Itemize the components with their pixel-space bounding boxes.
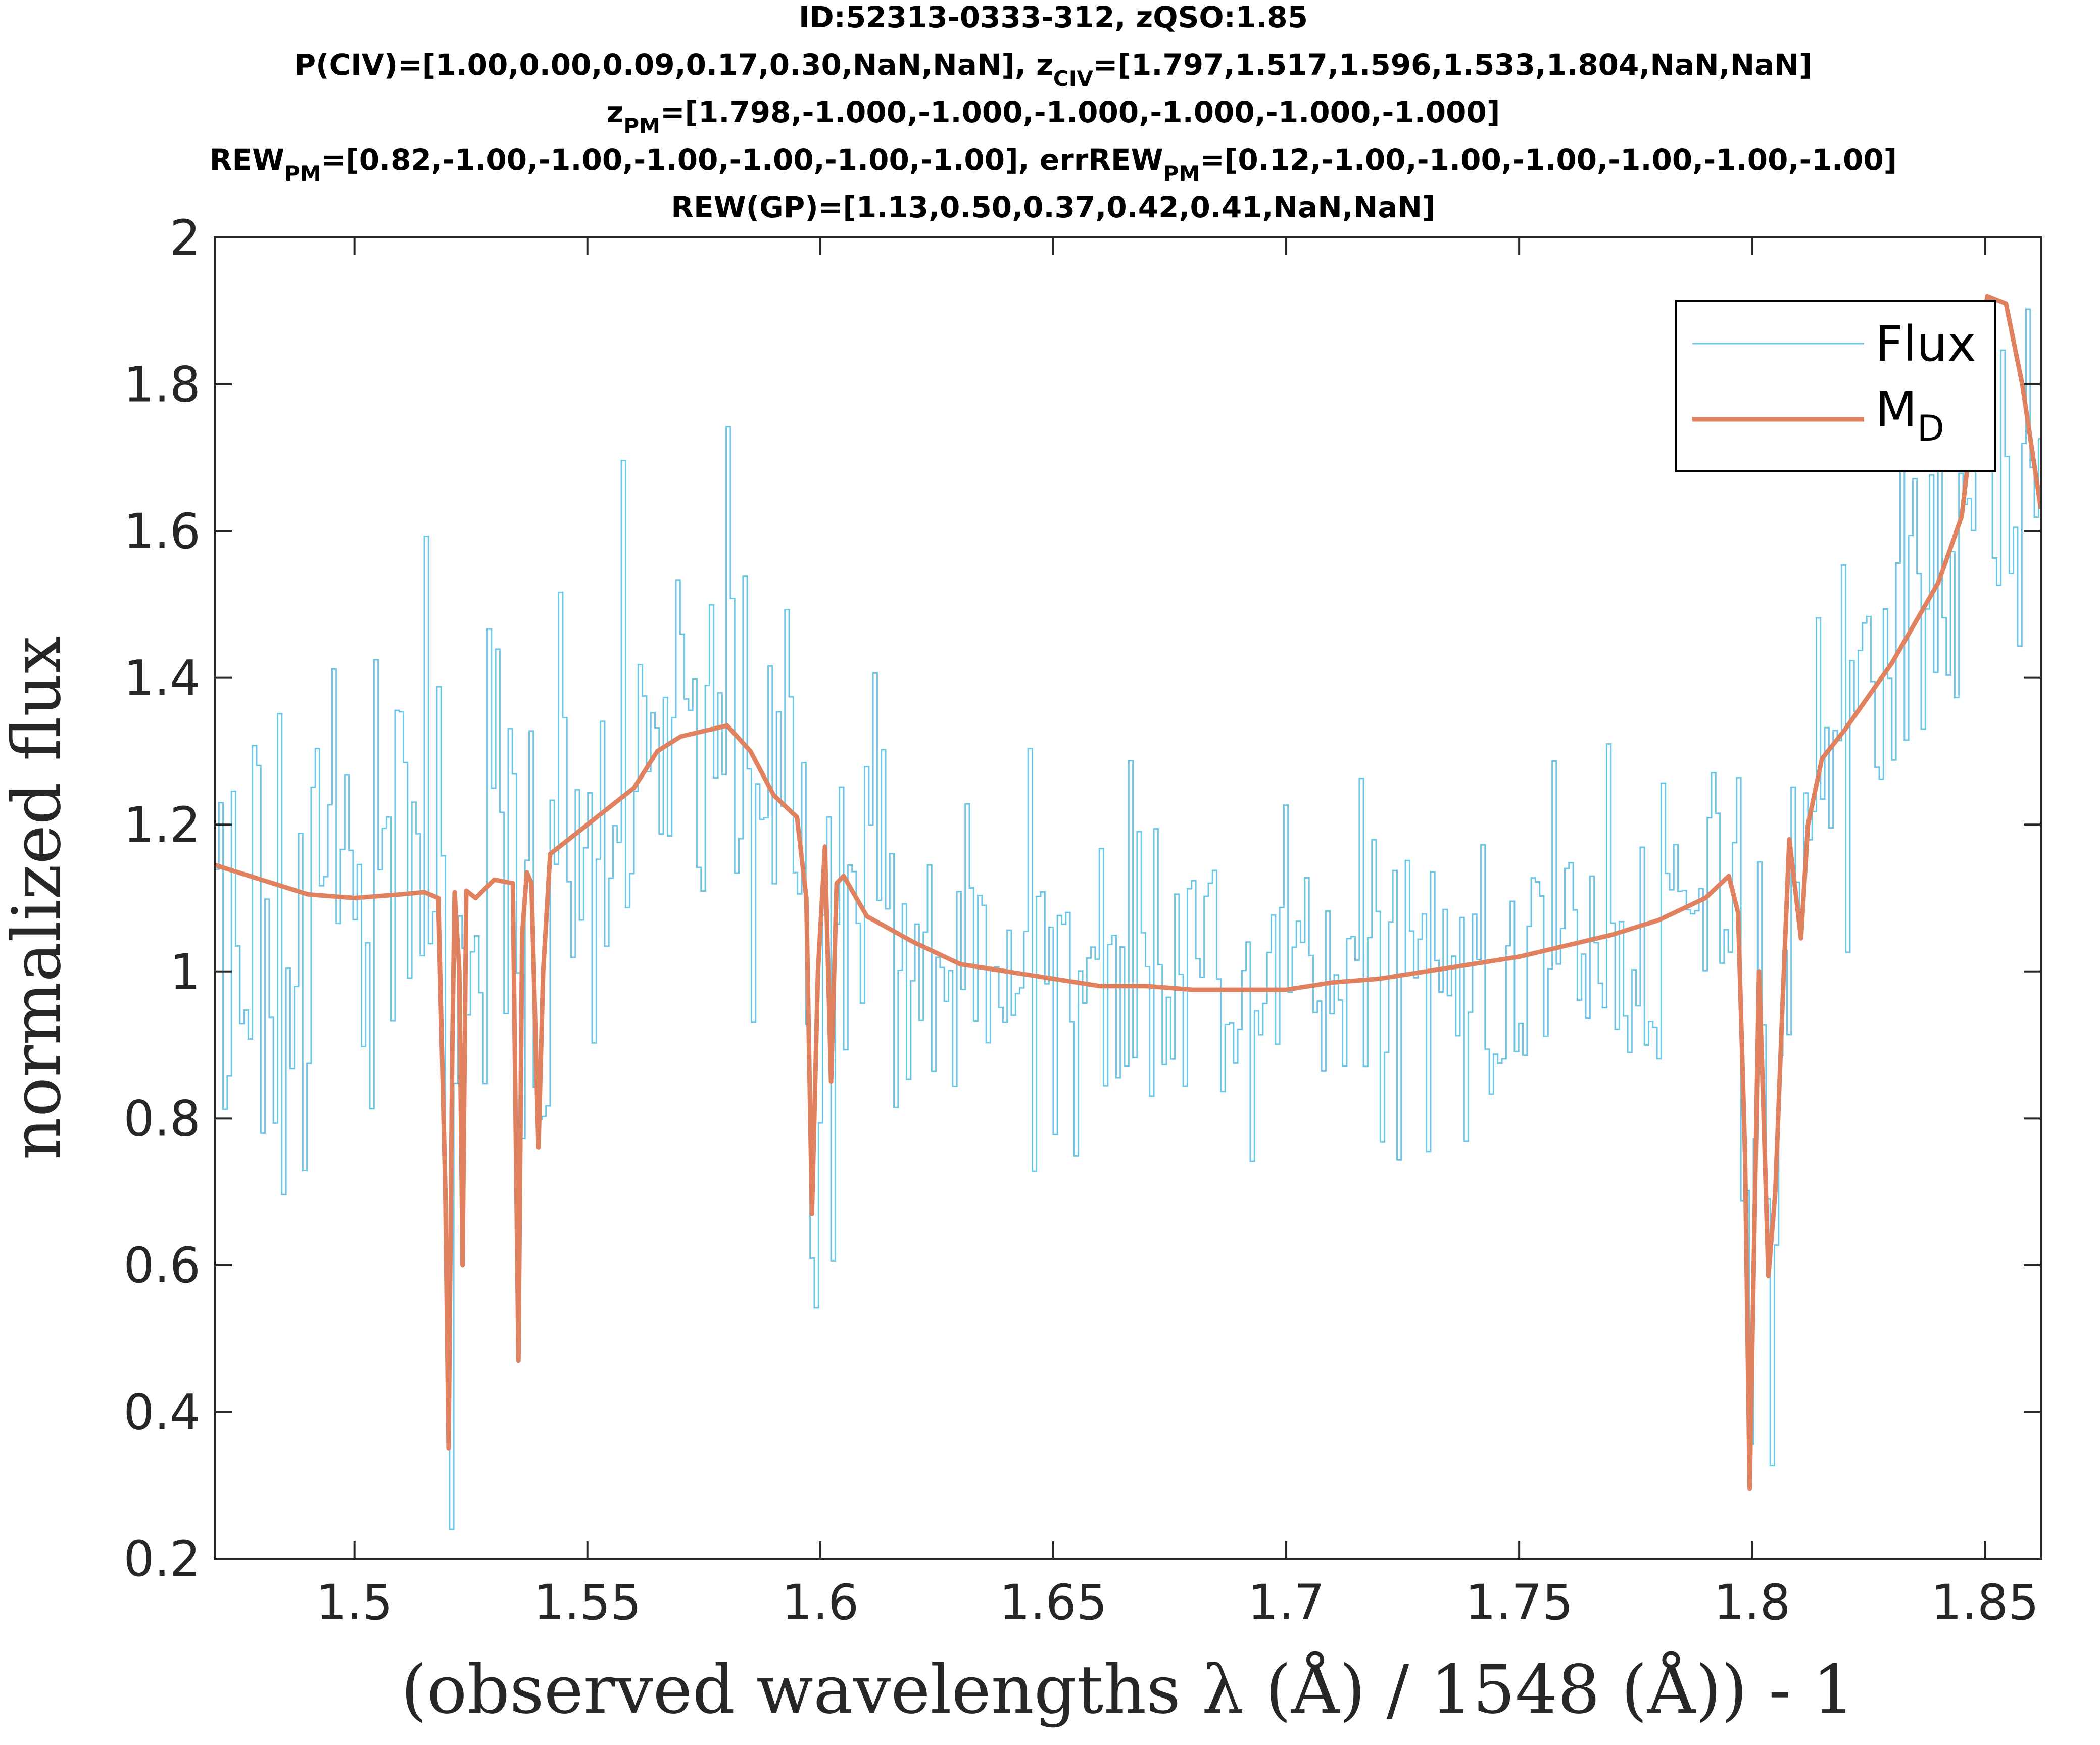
x-axis-label: (observed wavelengths λ (Å) / 1548 (Å)) …: [401, 1650, 1854, 1729]
chart-title: ID:52313-0333-312, zQSO:1.85 P(CIV)=[1.00…: [210, 0, 1897, 224]
y-tick-label: 1.8: [123, 357, 201, 413]
y-tick-label: 1.6: [123, 503, 201, 560]
title-line-1-part-1: ID:52313-0333-312, zQSO:1.85: [799, 0, 1308, 34]
x-tick-label: 1.7: [1248, 1574, 1325, 1631]
series-model-line: [215, 294, 2041, 1491]
title-line-5: REW(GP)=[1.13,0.50,0.37,0.42,0.41,NaN,Na…: [671, 190, 1435, 224]
axes-box: [214, 236, 2042, 1560]
y-tick-label: 0.2: [123, 1531, 201, 1587]
title-line-5-part-1: REW(GP)=[1.13,0.50,0.37,0.42,0.41,NaN,Na…: [671, 190, 1435, 224]
y-tick-label: 1: [170, 944, 201, 1000]
x-tick-label: 1.65: [999, 1574, 1107, 1631]
title-line-1: ID:52313-0333-312, zQSO:1.85: [799, 0, 1308, 34]
title-line-2-part-1: P(CIV)=[1.00,0.00,0.09,0.17,0.30,NaN,NaN…: [295, 47, 1053, 82]
title-line-3: zPM=[1.798,-1.000,-1.000,-1.000,-1.000,-…: [607, 95, 1500, 138]
title-line-4-part-4: PM: [1163, 161, 1200, 186]
y-tick-label: 0.4: [123, 1384, 201, 1440]
legend-label-flux: Flux: [1875, 316, 1976, 372]
title-line-3-part-3: =[1.798,-1.000,-1.000,-1.000,-1.000,-1.0…: [660, 95, 1500, 129]
y-axis-ticks: 0.2 0.4 0.6 0.8 1 1.2 1.4 1.6 1.8 2: [123, 210, 2041, 1587]
legend-label-model: MD: [1875, 381, 1944, 449]
title-line-4-part-1: REW: [210, 142, 284, 177]
title-line-4-part-3: =[0.82,-1.00,-1.00,-1.00,-1.00,-1.00,-1.…: [321, 142, 1163, 177]
legend: Flux MD: [1675, 300, 1996, 472]
title-line-2: P(CIV)=[1.00,0.00,0.09,0.17,0.30,NaN,NaN…: [295, 47, 1813, 91]
series-flux-line: [215, 308, 2041, 1530]
title-line-2-part-2: CIV: [1053, 66, 1093, 91]
x-tick-label: 1.5: [316, 1574, 393, 1631]
x-tick-label: 1.8: [1714, 1574, 1791, 1631]
legend-model-main: M: [1875, 381, 1917, 438]
title-line-3-part-1: z: [607, 95, 624, 129]
y-tick-label: 1.2: [123, 797, 201, 853]
y-tick-label: 2: [170, 210, 201, 266]
y-tick-label: 1.4: [123, 650, 201, 707]
x-tick-label: 1.55: [533, 1574, 642, 1631]
title-line-2-part-3: =[1.797,1.517,1.596,1.533,1.804,NaN,NaN]: [1093, 47, 1813, 82]
y-tick-label: 0.8: [123, 1090, 201, 1147]
plot-area: [215, 294, 2041, 1530]
title-line-3-part-2: PM: [623, 114, 660, 138]
title-line-4: REWPM=[0.82,-1.00,-1.00,-1.00,-1.00,-1.0…: [210, 142, 1897, 186]
x-tick-label: 1.6: [782, 1574, 859, 1631]
title-line-4-part-2: PM: [284, 161, 321, 186]
y-axis-label: normalized flux: [0, 636, 76, 1160]
y-tick-label: 0.6: [123, 1237, 201, 1294]
title-line-4-part-5: =[0.12,-1.00,-1.00,-1.00,-1.00,-1.00,-1.…: [1200, 142, 1897, 177]
legend-box: [1675, 300, 1996, 472]
legend-model-subscript: D: [1917, 408, 1944, 449]
x-axis-ticks: 1.5 1.55 1.6 1.65 1.7 1.75 1.8 1.85: [316, 237, 2039, 1631]
x-tick-label: 1.75: [1465, 1574, 1573, 1631]
x-tick-label: 1.85: [1931, 1574, 2039, 1631]
